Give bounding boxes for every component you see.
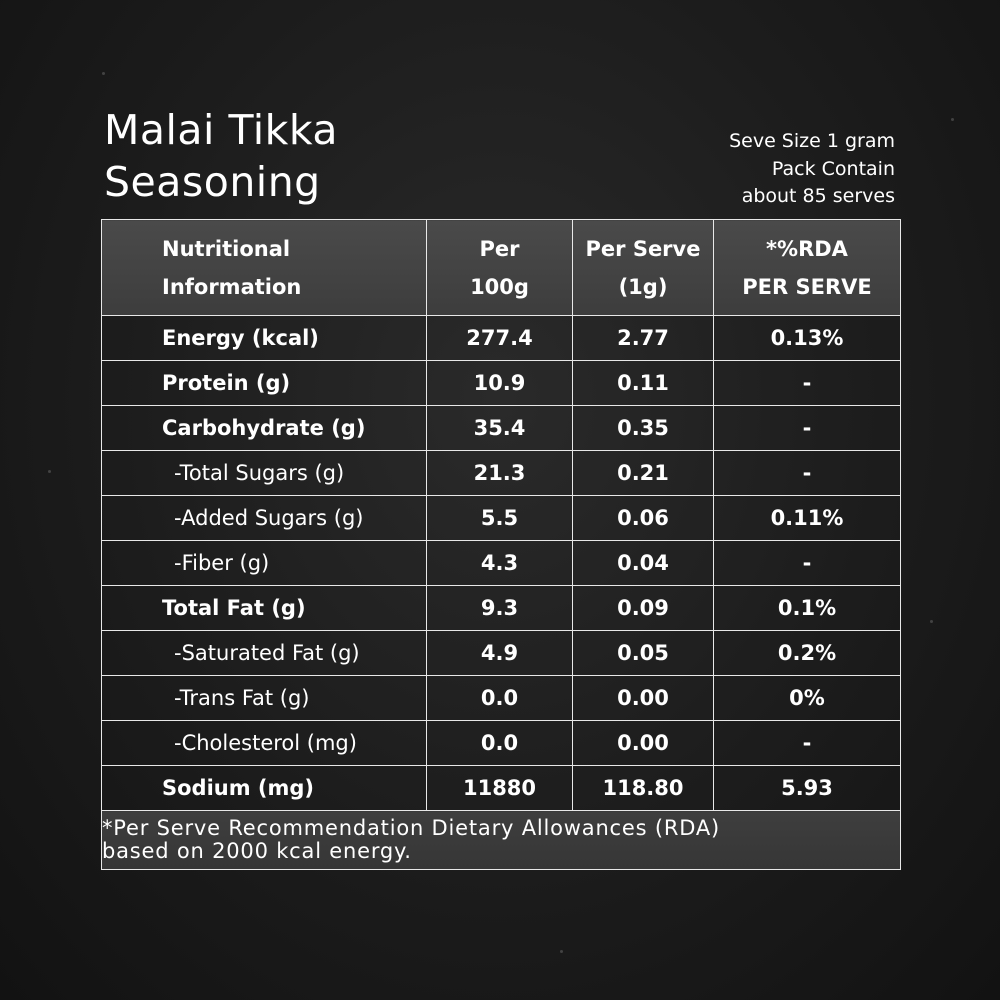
cell-per-serve: 2.77 [572, 315, 714, 361]
cell-per-serve: 0.04 [572, 540, 714, 586]
cell-per-serve: 0.00 [572, 675, 714, 721]
table-row: Total Fat (g) 9.3 0.09 0.1% [101, 585, 901, 631]
header-line: PER SERVE [742, 274, 872, 299]
row-label: -Saturated Fat (g) [101, 630, 427, 676]
product-title-line1: Malai Tikka [104, 106, 339, 154]
table-row: -Fiber (g) 4.3 0.04- [101, 540, 901, 586]
row-label: -Total Sugars (g) [101, 450, 427, 496]
cell-rda: - [713, 360, 901, 406]
cell-per-100g: 0.0 [426, 720, 573, 766]
serving-info: Seve Size 1 gram Pack Contain about 85 s… [729, 128, 895, 211]
chalk-speck [951, 118, 954, 121]
cell-per-serve: 0.35 [572, 405, 714, 451]
header-per-100g: Per 100g [426, 219, 573, 316]
footnote-line: *Per Serve Recommendation Dietary Allowa… [102, 816, 720, 840]
cell-per-serve: 0.21 [572, 450, 714, 496]
cell-rda: 0.2% [713, 630, 901, 676]
cell-per-serve: 118.80 [572, 765, 714, 811]
cell-rda: 5.93 [713, 765, 901, 811]
cell-rda: - [713, 720, 901, 766]
cell-rda: - [713, 450, 901, 496]
cell-per-100g: 10.9 [426, 360, 573, 406]
nutrition-table: Nutritional Information Per 100g Per Ser… [101, 219, 901, 870]
header-line: Nutritional [162, 236, 291, 261]
cell-per-serve: 0.05 [572, 630, 714, 676]
footnote-row: *Per Serve Recommendation Dietary Allowa… [101, 810, 901, 870]
table-row: -Trans Fat (g) 0.0 0.00 0% [101, 675, 901, 721]
product-title: Malai Tikka Seasoning [104, 104, 338, 208]
header-line: Per [479, 236, 520, 261]
pack-contain-text: Pack Contain [771, 157, 895, 180]
header-line: Per Serve [585, 236, 701, 261]
cell-rda: 0.13% [713, 315, 901, 361]
table-header-row: Nutritional Information Per 100g Per Ser… [101, 219, 901, 316]
cell-per-serve: 0.06 [572, 495, 714, 541]
chalk-speck [930, 620, 933, 623]
chalk-speck [560, 950, 563, 953]
cell-per-100g: 4.9 [426, 630, 573, 676]
cell-per-100g: 4.3 [426, 540, 573, 586]
row-label: -Cholesterol (mg) [101, 720, 427, 766]
row-label: Protein (g) [101, 360, 427, 406]
cell-per-100g: 9.3 [426, 585, 573, 631]
table-row: Protein (g) 10.9 0.11- [101, 360, 901, 406]
cell-per-serve: 0.09 [572, 585, 714, 631]
cell-rda: 0.1% [713, 585, 901, 631]
cell-per-100g: 277.4 [426, 315, 573, 361]
header-line: 100g [470, 274, 529, 299]
header-rda: *%RDA PER SERVE [713, 219, 901, 316]
footnote-line: based on 2000 kcal energy. [102, 839, 412, 863]
row-label: -Fiber (g) [101, 540, 427, 586]
cell-per-serve: 0.11 [572, 360, 714, 406]
product-title-line2: Seasoning [104, 158, 321, 206]
row-label: Total Fat (g) [101, 585, 427, 631]
serving-size-text: Seve Size 1 gram [729, 130, 895, 152]
footnote: *Per Serve Recommendation Dietary Allowa… [101, 810, 901, 870]
header-line: Information [162, 274, 302, 299]
serves-count-text: about 85 serves [741, 185, 895, 207]
cell-rda: - [713, 405, 901, 451]
chalk-speck [48, 470, 51, 473]
header-per-serve: Per Serve (1g) [572, 219, 714, 316]
table-row: -Saturated Fat (g) 4.9 0.05 0.2% [101, 630, 901, 676]
row-label: -Trans Fat (g) [101, 675, 427, 721]
table-row: Sodium (mg) 11880 118.80 5.93 [101, 765, 901, 811]
table-row: Carbohydrate (g) 35.4 0.35- [101, 405, 901, 451]
cell-per-100g: 11880 [426, 765, 573, 811]
table-row: -Added Sugars (g) 5.5 0.06 0.11% [101, 495, 901, 541]
header-line: *%RDA [766, 236, 848, 261]
header-line: (1g) [618, 274, 668, 299]
chalk-speck [102, 72, 105, 75]
cell-per-100g: 5.5 [426, 495, 573, 541]
table-row: -Total Sugars (g) 21.3 0.21- [101, 450, 901, 496]
cell-per-100g: 35.4 [426, 405, 573, 451]
header-nutritional-information: Nutritional Information [101, 219, 427, 316]
row-label: Carbohydrate (g) [101, 405, 427, 451]
cell-per-100g: 0.0 [426, 675, 573, 721]
cell-per-100g: 21.3 [426, 450, 573, 496]
row-label: -Added Sugars (g) [101, 495, 427, 541]
row-label: Sodium (mg) [101, 765, 427, 811]
table-row: Energy (kcal) 277.4 2.77 0.13% [101, 315, 901, 361]
table-row: -Cholesterol (mg) 0.0 0.00- [101, 720, 901, 766]
cell-rda: 0% [713, 675, 901, 721]
table-body: Energy (kcal) 277.4 2.77 0.13% Protein (g) 10… [101, 315, 901, 811]
cell-per-serve: 0.00 [572, 720, 714, 766]
cell-rda: 0.11% [713, 495, 901, 541]
cell-rda: - [713, 540, 901, 586]
row-label: Energy (kcal) [101, 315, 427, 361]
